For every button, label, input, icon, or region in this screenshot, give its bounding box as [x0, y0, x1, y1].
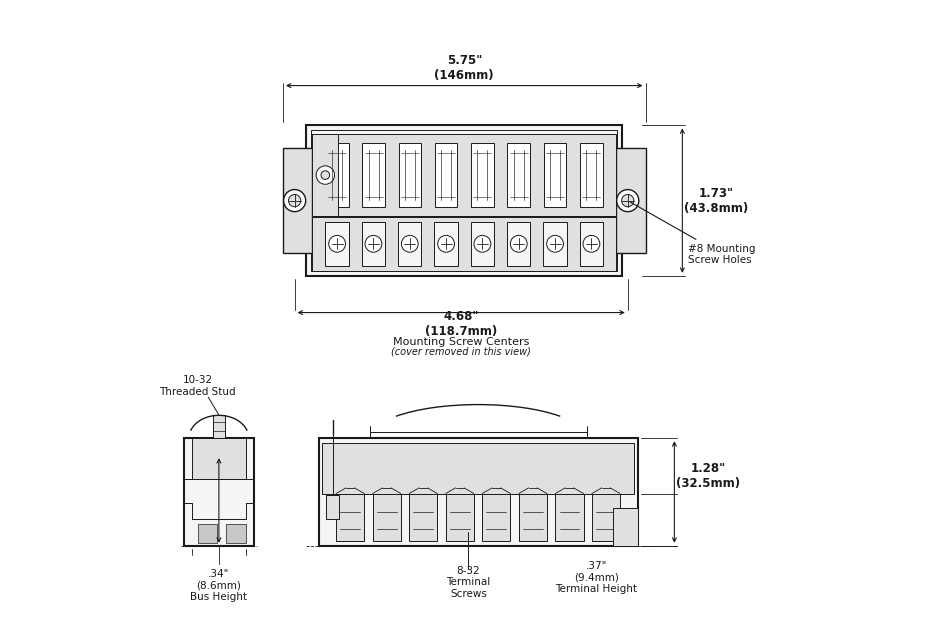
Bar — [617, 149, 646, 253]
Circle shape — [289, 194, 301, 207]
Bar — [326, 144, 349, 207]
Circle shape — [583, 235, 599, 252]
Text: 1.73"
(43.8mm): 1.73" (43.8mm) — [684, 186, 749, 215]
Bar — [313, 217, 617, 271]
Circle shape — [402, 235, 418, 252]
Text: .37"
(9.4mm)
Terminal Height: .37" (9.4mm) Terminal Height — [555, 561, 637, 594]
Bar — [580, 222, 603, 266]
Bar — [372, 493, 401, 541]
Circle shape — [546, 235, 563, 252]
Bar — [592, 493, 620, 541]
Bar — [362, 144, 385, 207]
Bar — [471, 222, 494, 266]
Bar — [183, 438, 255, 546]
Text: .34"
(8.6mm)
Bus Height: .34" (8.6mm) Bus Height — [190, 569, 247, 602]
Bar — [543, 144, 566, 207]
Bar — [471, 144, 494, 207]
Text: 10-32
Threaded Stud: 10-32 Threaded Stud — [160, 375, 236, 397]
Circle shape — [617, 189, 638, 212]
Text: 4.68"
(118.7mm): 4.68" (118.7mm) — [425, 310, 497, 337]
Circle shape — [316, 166, 334, 184]
Bar — [398, 144, 421, 207]
Text: 8-32
Terminal
Screws: 8-32 Terminal Screws — [446, 566, 490, 599]
Bar — [507, 144, 530, 207]
Circle shape — [438, 235, 454, 252]
Text: #8 Mounting
Screw Holes: #8 Mounting Screw Holes — [630, 202, 756, 265]
Bar — [435, 144, 458, 207]
Bar — [192, 438, 246, 479]
Bar — [362, 222, 385, 266]
Bar — [483, 493, 510, 541]
Bar — [434, 222, 458, 266]
Bar — [409, 493, 437, 541]
Bar — [198, 524, 218, 543]
Bar — [336, 493, 364, 541]
Text: (cover removed in this view): (cover removed in this view) — [391, 346, 531, 356]
Circle shape — [621, 194, 634, 207]
Bar — [543, 222, 567, 266]
Bar — [398, 222, 422, 266]
Bar — [312, 131, 618, 271]
Bar — [318, 438, 637, 546]
Circle shape — [321, 171, 330, 180]
Circle shape — [474, 235, 491, 252]
Text: 1.28"
(32.5mm): 1.28" (32.5mm) — [676, 462, 740, 490]
Circle shape — [284, 189, 306, 212]
Bar — [580, 144, 602, 207]
Bar — [446, 493, 474, 541]
Bar — [322, 443, 635, 494]
Bar — [556, 493, 583, 541]
Text: 5.75"
(146mm): 5.75" (146mm) — [434, 54, 494, 82]
Bar — [213, 415, 225, 438]
Text: Mounting Screw Centers: Mounting Screw Centers — [393, 337, 529, 347]
Bar — [326, 495, 339, 519]
Bar — [613, 508, 637, 546]
Bar — [313, 134, 617, 215]
Circle shape — [329, 235, 346, 252]
Bar — [283, 149, 313, 253]
Bar — [226, 524, 246, 543]
Circle shape — [365, 235, 382, 252]
Bar — [519, 493, 547, 541]
Bar — [326, 222, 349, 266]
Bar — [507, 222, 530, 266]
Bar — [313, 134, 338, 215]
Circle shape — [510, 235, 527, 252]
Bar — [306, 126, 622, 275]
